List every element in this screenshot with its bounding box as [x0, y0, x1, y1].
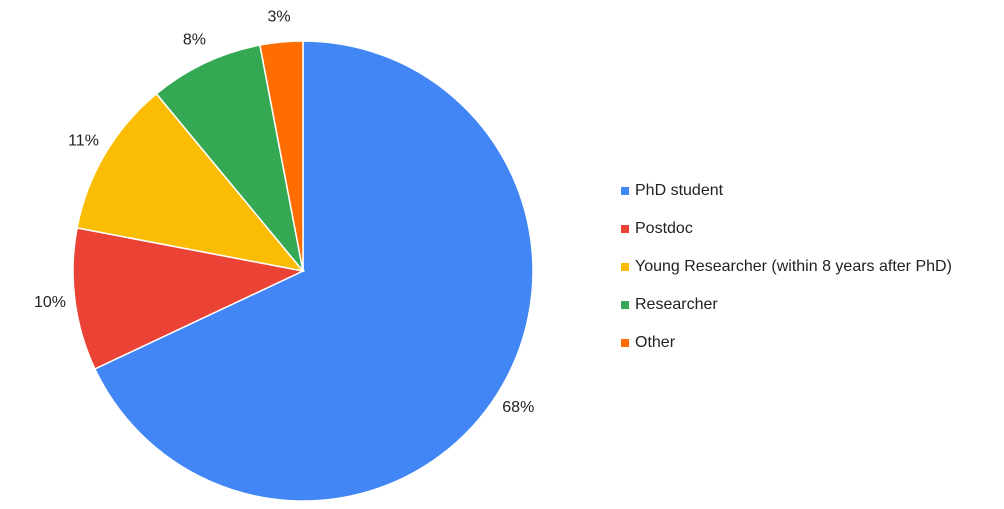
pie-slice — [93, 40, 534, 502]
legend-marker — [621, 225, 629, 233]
legend-label: Young Researcher (within 8 years after P… — [635, 258, 952, 275]
legend-marker — [621, 263, 629, 271]
legend-label: Other — [635, 334, 676, 351]
legend-label: PhD student — [635, 182, 724, 199]
data-label: 68% — [502, 399, 534, 416]
data-label: 11% — [68, 132, 99, 149]
data-label: 3% — [267, 8, 290, 25]
legend-label: Researcher — [635, 296, 718, 313]
data-label: 10% — [34, 294, 66, 311]
pie-slice — [76, 92, 305, 273]
pie-slice — [72, 227, 306, 370]
legend-marker — [621, 187, 629, 195]
legend-marker — [621, 301, 629, 309]
pie-slice — [259, 40, 304, 272]
pie-slice — [155, 44, 304, 272]
data-label: 8% — [183, 31, 206, 48]
legend-label: Postdoc — [635, 220, 693, 237]
legend-marker — [621, 339, 629, 347]
